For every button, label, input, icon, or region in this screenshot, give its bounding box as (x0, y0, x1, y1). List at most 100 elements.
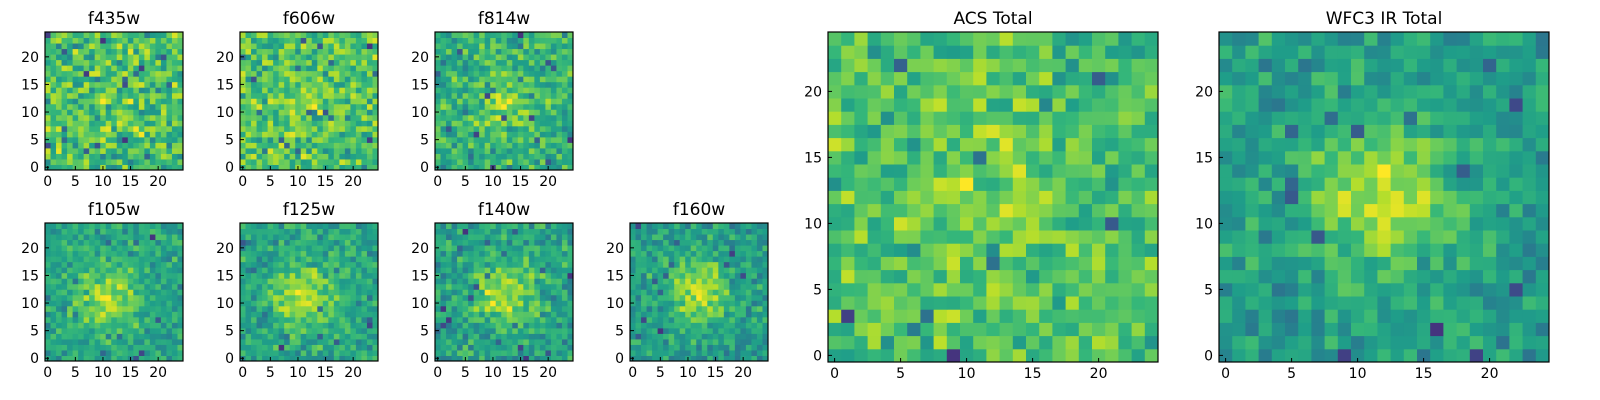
heatmap-cell (245, 245, 252, 252)
heatmap-cell (712, 239, 719, 246)
heatmap-cell (306, 142, 313, 149)
heatmap-cell (484, 54, 491, 61)
heatmap-cell (361, 164, 368, 171)
heatmap-cell (468, 223, 475, 230)
heatmap-cell (534, 327, 541, 334)
heatmap-cell (89, 245, 96, 252)
heatmap-cell (355, 256, 362, 263)
heatmap-cell (56, 109, 63, 116)
heatmap-cell (100, 283, 107, 290)
heatmap-cell (440, 272, 447, 279)
heatmap-cell (696, 338, 703, 345)
heatmap-cell (149, 92, 156, 99)
heatmap-cell (734, 305, 741, 312)
heatmap-cell (462, 272, 469, 279)
heatmap-cell (267, 278, 274, 285)
heatmap-cell (550, 54, 557, 61)
heatmap-cell (83, 37, 90, 44)
heatmap-cell (339, 272, 346, 279)
heatmap-cell (501, 92, 508, 99)
heatmap-cell (262, 250, 269, 257)
heatmap-cell (718, 250, 725, 257)
heatmap-cell (116, 223, 123, 230)
heatmap-cell (366, 261, 373, 268)
heatmap-cell (696, 239, 703, 246)
heatmap-cell (539, 333, 546, 340)
heatmap-cell (457, 338, 464, 345)
heatmap-cell (366, 54, 373, 61)
heatmap-cell (105, 355, 112, 362)
heatmap-cell (479, 239, 486, 246)
heatmap-cell (523, 333, 530, 340)
heatmap-cell (355, 120, 362, 127)
heatmap-cell (1012, 296, 1027, 310)
heatmap-cell (267, 316, 274, 323)
heatmap-cell (94, 355, 101, 362)
heatmap-cell (89, 54, 96, 61)
heatmap-cell (100, 256, 107, 263)
heatmap-cell (127, 131, 134, 138)
heatmap-cell (45, 153, 52, 160)
heatmap-cell (328, 300, 335, 307)
chart-title: f814w (478, 9, 530, 29)
heatmap-cell (495, 43, 502, 50)
heatmap-cell (344, 81, 351, 88)
heatmap-cell (333, 43, 340, 50)
heatmap-cell (144, 70, 151, 77)
heatmap-cell (440, 131, 447, 138)
heatmap-cell (171, 125, 178, 132)
heatmap-cell (501, 32, 508, 39)
heatmap-cell (679, 261, 686, 268)
heatmap-cell (306, 234, 313, 241)
heatmap-cell (479, 267, 486, 274)
heatmap-cell (517, 311, 524, 318)
heatmap-cell (138, 142, 145, 149)
heatmap-cell (734, 256, 741, 263)
heatmap-cell (273, 316, 280, 323)
heatmap-cell (122, 109, 129, 116)
heatmap-cell (339, 32, 346, 39)
heatmap-cell (344, 278, 351, 285)
heatmap-cell (300, 158, 307, 165)
heatmap-cell (105, 32, 112, 39)
heatmap-cell (361, 147, 368, 154)
heatmap-cell (67, 54, 74, 61)
heatmap-cell (67, 158, 74, 165)
heatmap-cell (262, 267, 269, 274)
heatmap-cell (641, 223, 648, 230)
heatmap-cell (317, 261, 324, 268)
heatmap-cell (100, 131, 107, 138)
heatmap-cell (457, 48, 464, 55)
heatmap-cell (160, 272, 167, 279)
heatmap-cell (300, 305, 307, 312)
heatmap-cell (94, 338, 101, 345)
heatmap-cell (1052, 309, 1067, 323)
heatmap-cell (545, 48, 552, 55)
heatmap-cell (545, 294, 552, 301)
heatmap-cell (278, 261, 285, 268)
heatmap-cell (707, 322, 714, 329)
heatmap-cell (446, 158, 453, 165)
heatmap-cell (490, 316, 497, 323)
heatmap-cell (539, 316, 546, 323)
heatmap-cell (56, 267, 63, 274)
heatmap-cell (561, 261, 568, 268)
heatmap-cell (245, 300, 252, 307)
heatmap-cell (1026, 322, 1040, 337)
heatmap-cell (177, 283, 184, 290)
heatmap-cell (372, 37, 379, 44)
heatmap-cell (133, 164, 140, 171)
heatmap-cell (166, 120, 173, 127)
heatmap-cell (539, 294, 546, 301)
chart-title: f105w (88, 200, 140, 220)
heatmap-cell (361, 223, 368, 230)
heatmap-cell (350, 158, 357, 165)
heatmap-cell (567, 322, 574, 329)
heatmap-cell (289, 333, 296, 340)
heatmap-cell (245, 87, 252, 94)
heatmap-cell (479, 81, 486, 88)
heatmap-cell (446, 349, 453, 356)
heatmap-cell (278, 267, 285, 274)
heatmap-cell (479, 120, 486, 127)
heatmap-cell (528, 223, 535, 230)
